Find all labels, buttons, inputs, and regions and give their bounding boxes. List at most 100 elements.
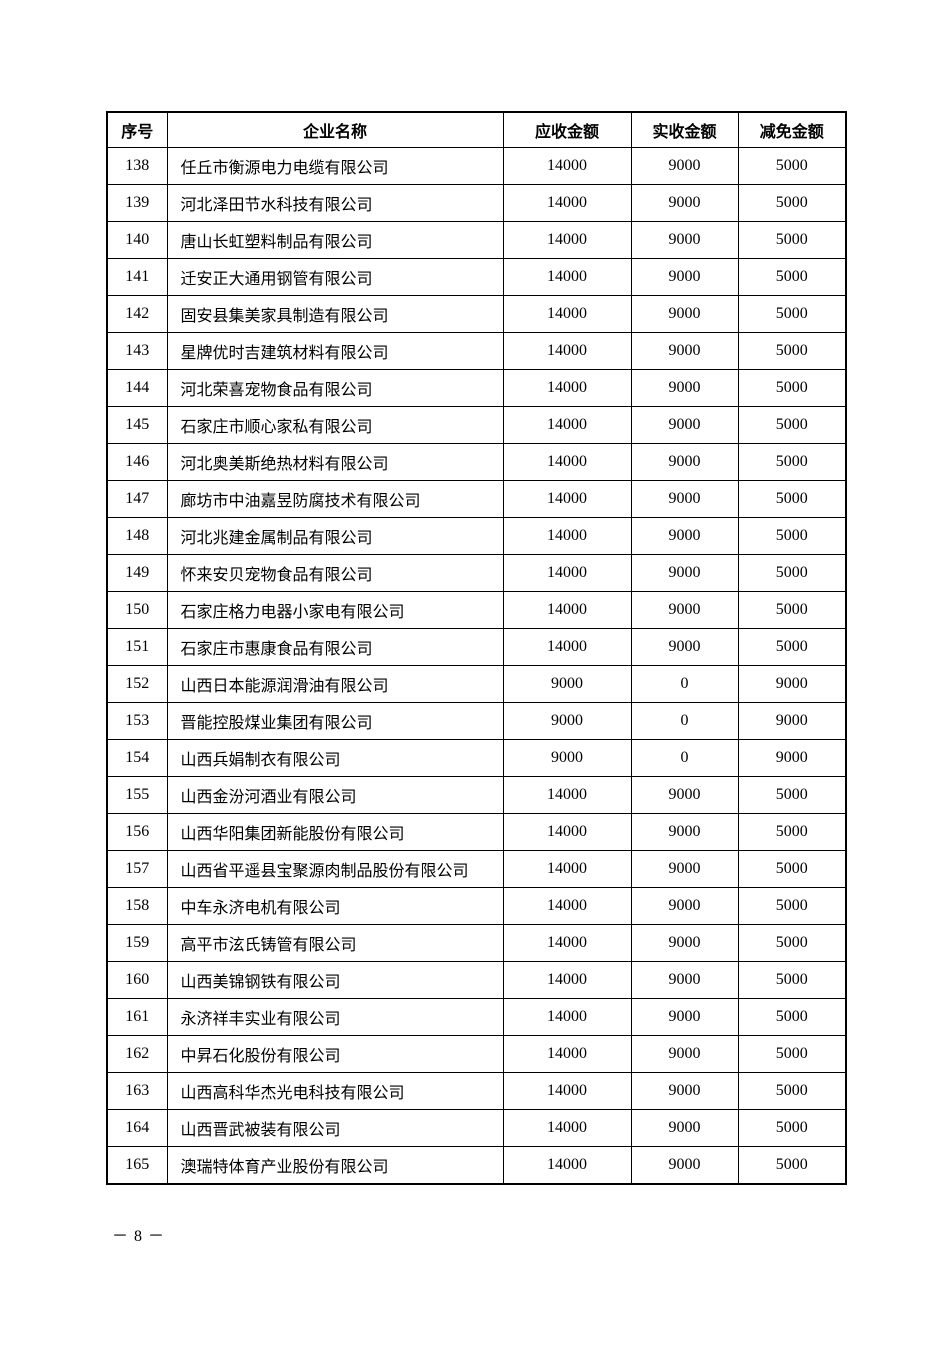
reduction-amount-cell: 5000 bbox=[737, 147, 847, 185]
receivable-amount-cell: 14000 bbox=[502, 517, 632, 555]
reduction-amount-cell: 5000 bbox=[737, 813, 847, 851]
company-name-cell: 河北泽田节水科技有限公司 bbox=[166, 184, 504, 222]
table-row: 149 怀来安贝宠物食品有限公司 14000 9000 5000 bbox=[106, 554, 847, 592]
receivable-amount-cell: 9000 bbox=[502, 739, 632, 777]
serial-cell: 151 bbox=[106, 628, 168, 666]
receivable-amount-cell: 14000 bbox=[502, 924, 632, 962]
table-row: 138 任丘市衡源电力电缆有限公司 14000 9000 5000 bbox=[106, 147, 847, 185]
receivable-amount-cell: 14000 bbox=[502, 1035, 632, 1073]
receivable-amount-cell: 14000 bbox=[502, 628, 632, 666]
received-amount-cell: 9000 bbox=[630, 961, 739, 999]
table-row: 142 固安县集美家具制造有限公司 14000 9000 5000 bbox=[106, 295, 847, 333]
table-header-row: 序号 企业名称 应收金额 实收金额 减免金额 bbox=[106, 111, 847, 148]
receivable-amount-cell: 14000 bbox=[502, 554, 632, 592]
company-name-cell: 山西金汾河酒业有限公司 bbox=[166, 776, 504, 814]
receivable-amount-cell: 14000 bbox=[502, 1109, 632, 1147]
reduction-amount-cell: 5000 bbox=[737, 1146, 847, 1185]
serial-cell: 160 bbox=[106, 961, 168, 999]
header-serial: 序号 bbox=[106, 111, 168, 148]
table-body: 138 任丘市衡源电力电缆有限公司 14000 9000 5000 139 河北泽田节水科技… bbox=[106, 147, 847, 1185]
table-row: 162 中昇石化股份有限公司 14000 9000 5000 bbox=[106, 1035, 847, 1073]
table-row: 146 河北奥美斯绝热材料有限公司 14000 9000 5000 bbox=[106, 443, 847, 481]
company-name-cell: 河北奥美斯绝热材料有限公司 bbox=[166, 443, 504, 481]
receivable-amount-cell: 14000 bbox=[502, 850, 632, 888]
receivable-amount-cell: 14000 bbox=[502, 332, 632, 370]
serial-cell: 162 bbox=[106, 1035, 168, 1073]
table-row: 139 河北泽田节水科技有限公司 14000 9000 5000 bbox=[106, 184, 847, 222]
serial-cell: 145 bbox=[106, 406, 168, 444]
received-amount-cell: 0 bbox=[630, 702, 739, 740]
reduction-amount-cell: 5000 bbox=[737, 184, 847, 222]
table-row: 145 石家庄市顺心家私有限公司 14000 9000 5000 bbox=[106, 406, 847, 444]
table-row: 152 山西日本能源润滑油有限公司 9000 0 9000 bbox=[106, 665, 847, 703]
serial-cell: 158 bbox=[106, 887, 168, 925]
table-row: 144 河北荣喜宠物食品有限公司 14000 9000 5000 bbox=[106, 369, 847, 407]
receivable-amount-cell: 14000 bbox=[502, 184, 632, 222]
company-name-cell: 星牌优时吉建筑材料有限公司 bbox=[166, 332, 504, 370]
company-name-cell: 石家庄格力电器小家电有限公司 bbox=[166, 591, 504, 629]
company-name-cell: 高平市泫氏铸管有限公司 bbox=[166, 924, 504, 962]
company-name-cell: 中昇石化股份有限公司 bbox=[166, 1035, 504, 1073]
received-amount-cell: 0 bbox=[630, 739, 739, 777]
receivable-amount-cell: 14000 bbox=[502, 406, 632, 444]
receivable-amount-cell: 14000 bbox=[502, 147, 632, 185]
company-name-cell: 山西省平遥县宝聚源肉制品股份有限公司 bbox=[166, 850, 504, 888]
company-name-cell: 河北兆建金属制品有限公司 bbox=[166, 517, 504, 555]
company-name-cell: 山西日本能源润滑油有限公司 bbox=[166, 665, 504, 703]
company-name-cell: 石家庄市惠康食品有限公司 bbox=[166, 628, 504, 666]
received-amount-cell: 9000 bbox=[630, 147, 739, 185]
received-amount-cell: 9000 bbox=[630, 591, 739, 629]
company-name-cell: 山西兵娟制衣有限公司 bbox=[166, 739, 504, 777]
company-name-cell: 山西晋武被装有限公司 bbox=[166, 1109, 504, 1147]
received-amount-cell: 9000 bbox=[630, 554, 739, 592]
receivable-amount-cell: 14000 bbox=[502, 480, 632, 518]
table-row: 143 星牌优时吉建筑材料有限公司 14000 9000 5000 bbox=[106, 332, 847, 370]
table-row: 161 永济祥丰实业有限公司 14000 9000 5000 bbox=[106, 998, 847, 1036]
reduction-amount-cell: 9000 bbox=[737, 739, 847, 777]
received-amount-cell: 9000 bbox=[630, 1072, 739, 1110]
receivable-amount-cell: 14000 bbox=[502, 295, 632, 333]
received-amount-cell: 9000 bbox=[630, 184, 739, 222]
serial-cell: 150 bbox=[106, 591, 168, 629]
received-amount-cell: 9000 bbox=[630, 517, 739, 555]
company-name-cell: 廊坊市中油嘉昱防腐技术有限公司 bbox=[166, 480, 504, 518]
receivable-amount-cell: 14000 bbox=[502, 1072, 632, 1110]
received-amount-cell: 9000 bbox=[630, 628, 739, 666]
header-company-name: 企业名称 bbox=[166, 111, 504, 148]
page-number: － 8 － bbox=[112, 1228, 166, 1245]
reduction-amount-cell: 9000 bbox=[737, 665, 847, 703]
serial-cell: 154 bbox=[106, 739, 168, 777]
received-amount-cell: 9000 bbox=[630, 332, 739, 370]
reduction-amount-cell: 5000 bbox=[737, 998, 847, 1036]
serial-cell: 159 bbox=[106, 924, 168, 962]
receivable-amount-cell: 14000 bbox=[502, 221, 632, 259]
reduction-amount-cell: 5000 bbox=[737, 332, 847, 370]
header-received-amount: 实收金额 bbox=[630, 111, 739, 148]
serial-cell: 152 bbox=[106, 665, 168, 703]
company-name-cell: 唐山长虹塑料制品有限公司 bbox=[166, 221, 504, 259]
serial-cell: 164 bbox=[106, 1109, 168, 1147]
receivable-amount-cell: 14000 bbox=[502, 813, 632, 851]
receivable-amount-cell: 14000 bbox=[502, 776, 632, 814]
table-row: 141 迁安正大通用钢管有限公司 14000 9000 5000 bbox=[106, 258, 847, 296]
serial-cell: 143 bbox=[106, 332, 168, 370]
company-name-cell: 永济祥丰实业有限公司 bbox=[166, 998, 504, 1036]
receivable-amount-cell: 14000 bbox=[502, 591, 632, 629]
receivable-amount-cell: 14000 bbox=[502, 1146, 632, 1185]
reduction-amount-cell: 5000 bbox=[737, 961, 847, 999]
table-row: 163 山西高科华杰光电科技有限公司 14000 9000 5000 bbox=[106, 1072, 847, 1110]
reduction-amount-cell: 5000 bbox=[737, 480, 847, 518]
serial-cell: 153 bbox=[106, 702, 168, 740]
table-row: 154 山西兵娟制衣有限公司 9000 0 9000 bbox=[106, 739, 847, 777]
received-amount-cell: 9000 bbox=[630, 813, 739, 851]
serial-cell: 141 bbox=[106, 258, 168, 296]
serial-cell: 155 bbox=[106, 776, 168, 814]
receivable-amount-cell: 9000 bbox=[502, 702, 632, 740]
serial-cell: 146 bbox=[106, 443, 168, 481]
received-amount-cell: 9000 bbox=[630, 776, 739, 814]
header-reduction-amount: 减免金额 bbox=[737, 111, 847, 148]
table-row: 140 唐山长虹塑料制品有限公司 14000 9000 5000 bbox=[106, 221, 847, 259]
reduction-amount-cell: 5000 bbox=[737, 554, 847, 592]
table-row: 147 廊坊市中油嘉昱防腐技术有限公司 14000 9000 5000 bbox=[106, 480, 847, 518]
